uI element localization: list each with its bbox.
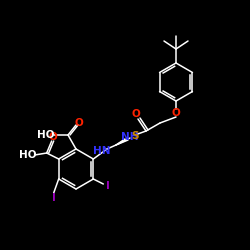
Text: O: O (74, 118, 84, 128)
Text: HO: HO (37, 130, 55, 140)
Text: S: S (131, 131, 139, 141)
Text: I: I (106, 181, 110, 191)
Text: I: I (52, 193, 56, 203)
Text: NH: NH (121, 132, 139, 142)
Text: O: O (132, 109, 140, 119)
Text: HO: HO (19, 150, 36, 160)
Text: O: O (172, 108, 180, 118)
Text: O: O (48, 132, 57, 142)
Text: HN: HN (93, 146, 111, 156)
